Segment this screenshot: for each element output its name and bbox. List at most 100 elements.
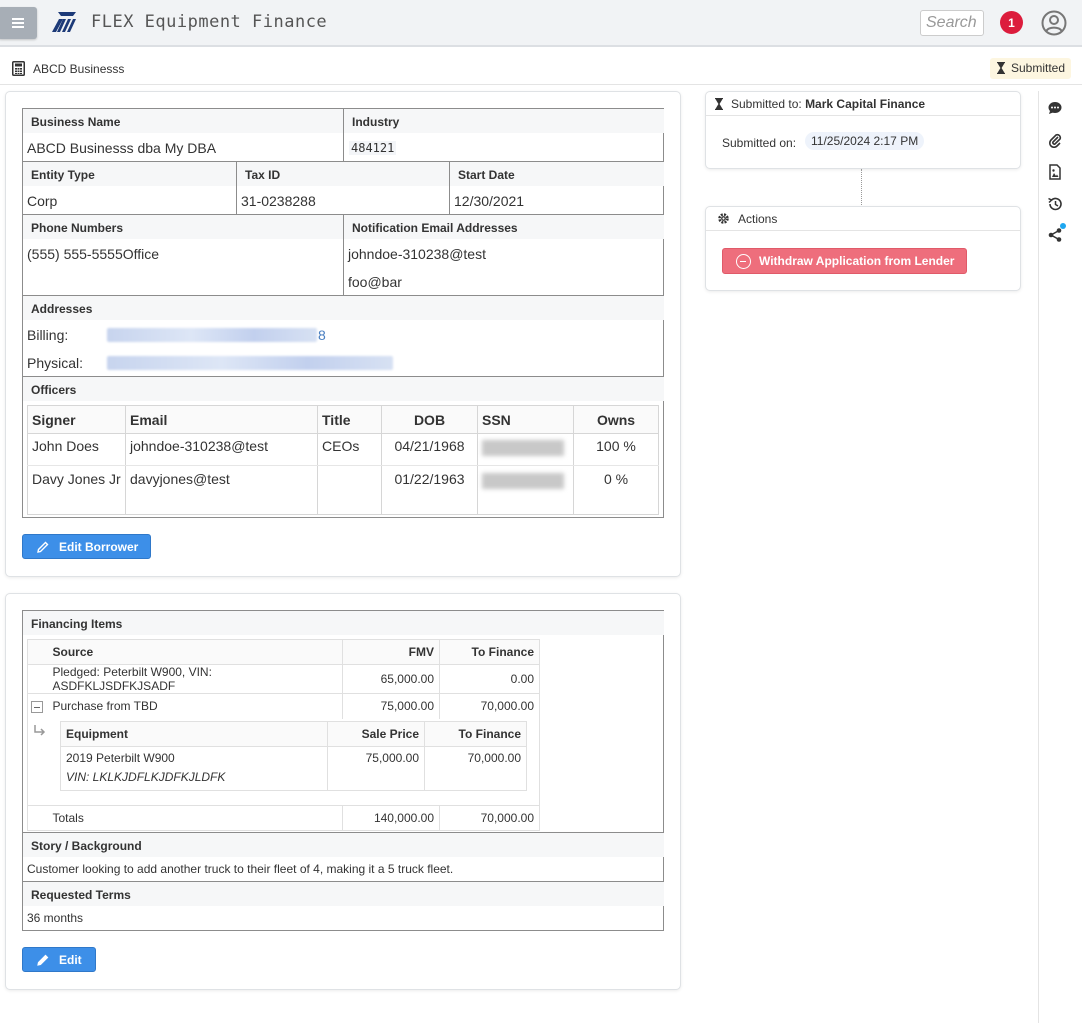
- col-source: Source: [47, 639, 343, 665]
- document-icon[interactable]: [1047, 164, 1063, 180]
- email-label: Notification Email Addresses: [352, 221, 518, 235]
- story-cell: Story / Background Customer looking to a…: [23, 833, 664, 882]
- table-row: 2019 Peterbilt W900 VIN: LKLKJDFLKJDFKJL…: [60, 746, 527, 791]
- actions-card: Actions Withdraw Application from Lender: [705, 206, 1021, 291]
- financing-sheet: Financing Items Source FMV To Finance Pl…: [22, 610, 664, 931]
- totals-row: Totals 140,000.00 70,000.00: [27, 805, 540, 831]
- actions-header: Actions: [706, 207, 1020, 231]
- history-icon[interactable]: [1047, 196, 1063, 212]
- collapse-icon[interactable]: [31, 701, 43, 714]
- col-email: Email: [125, 405, 318, 434]
- notification-badge[interactable]: 1: [1000, 11, 1023, 34]
- officer-owns: 100 %: [573, 433, 659, 466]
- phone-label: Phone Numbers: [31, 221, 124, 235]
- business-name-value: ABCD Businesss dba My DBA: [27, 140, 217, 156]
- edit-borrower-button[interactable]: Edit Borrower: [22, 534, 151, 559]
- totals-label: Totals: [47, 805, 343, 831]
- row-to-finance: 70,000.00: [439, 693, 540, 719]
- officer-ssn-redacted: [477, 433, 574, 466]
- business-name-label: Business Name: [31, 115, 121, 129]
- edit-financing-button[interactable]: Edit: [22, 947, 96, 972]
- col-dob: DOB: [381, 405, 478, 434]
- financing-items-label: Financing Items: [31, 617, 123, 631]
- connector-line: [861, 169, 862, 207]
- hourglass-icon: [997, 62, 1005, 74]
- physical-address-redacted: [107, 356, 393, 370]
- equipment-table: Equipment Sale Price To Finance 2019 Pet…: [60, 721, 527, 791]
- top-bar: FLEX Equipment Finance Search 1: [0, 0, 1082, 47]
- col-sale-price: Sale Price: [327, 721, 425, 747]
- col-to-finance: To Finance: [424, 721, 527, 747]
- comment-icon[interactable]: [1047, 100, 1063, 116]
- tax-id-label: Tax ID: [245, 168, 281, 182]
- terms-cell: Requested Terms 36 months: [23, 882, 664, 931]
- status-badge: Submitted: [990, 58, 1072, 79]
- sub-header: ABCD Businesss Submitted: [0, 49, 1082, 85]
- billing-label: Billing:: [27, 327, 69, 343]
- financing-items-cell: Financing Items: [23, 611, 664, 833]
- row-to-finance: 0.00: [439, 664, 540, 694]
- submission-card: Submitted to: Mark Capital Finance Submi…: [705, 91, 1021, 169]
- entity-type-label: Entity Type: [31, 168, 95, 182]
- lender-name: Mark Capital Finance: [805, 97, 926, 111]
- row-source: Purchase from TBD: [47, 693, 343, 719]
- user-account-icon[interactable]: [1041, 10, 1067, 36]
- phone-value: (555) 555-5555Office: [27, 246, 160, 262]
- status-text: Submitted: [1011, 61, 1066, 75]
- row-source: Pledged: Peterbilt W900, VIN: ASDFKLJSDF…: [47, 664, 343, 694]
- officer-signer: John Does: [27, 433, 126, 466]
- minus-circle-icon: [736, 254, 751, 269]
- calculator-icon: [12, 61, 25, 76]
- officer-email: johndoe-310238@test: [125, 433, 318, 466]
- officer-ssn-redacted: [477, 465, 574, 515]
- borrower-card: Business Name ABCD Businesss dba My DBA …: [5, 91, 681, 577]
- submitted-on-label: Submitted on:: [722, 136, 797, 150]
- right-rail: [1038, 91, 1082, 1023]
- col-title: Title: [317, 405, 382, 434]
- search-input[interactable]: Search: [920, 10, 984, 36]
- edit-borrower-label: Edit Borrower: [59, 539, 139, 554]
- industry-label: Industry: [352, 115, 400, 129]
- menu-icon[interactable]: [0, 7, 37, 39]
- email-cell: Notification Email Addresses johndoe-310…: [344, 215, 664, 296]
- officer-title: [317, 465, 382, 515]
- totals-fmv: 140,000.00: [342, 805, 440, 831]
- actions-label: Actions: [738, 212, 778, 226]
- paperclip-icon[interactable]: [1047, 132, 1063, 148]
- equipment-to-finance: 70,000.00: [424, 746, 527, 791]
- industry-cell: Industry 484121: [344, 109, 664, 162]
- gear-icon: [718, 213, 729, 224]
- col-fmv: FMV: [342, 639, 440, 665]
- email-value-2: foo@bar: [348, 274, 402, 290]
- pencil-icon: [37, 954, 49, 966]
- share-icon[interactable]: [1047, 227, 1063, 243]
- officers-cell: Officers: [23, 377, 664, 518]
- industry-value: 484121: [349, 141, 397, 155]
- officer-owns: 0 %: [573, 465, 659, 515]
- submission-header: Submitted to: Mark Capital Finance: [706, 92, 1020, 116]
- terms-value: 36 months: [27, 911, 84, 925]
- terms-label: Requested Terms: [31, 888, 131, 902]
- col-equipment: Equipment: [60, 721, 328, 747]
- table-row: John Does johndoe-310238@test CEOs 04/21…: [27, 433, 659, 466]
- col-ssn: SSN: [477, 405, 574, 434]
- col-to-finance: To Finance: [439, 639, 540, 665]
- entity-type-value: Corp: [27, 193, 58, 209]
- billing-address-suffix: 8: [318, 327, 326, 343]
- physical-label: Physical:: [27, 355, 84, 371]
- tax-id-value: 31-0238288: [241, 193, 316, 209]
- officer-email: davyjones@test: [125, 465, 318, 515]
- start-date-label: Start Date: [458, 168, 515, 182]
- tax-id-cell: Tax ID 31-0238288: [237, 162, 450, 215]
- officer-signer: Davy Jones Jr: [27, 465, 126, 515]
- row-fmv: 65,000.00: [342, 664, 440, 694]
- financing-card: Financing Items Source FMV To Finance Pl…: [5, 593, 681, 990]
- officer-dob: 04/21/1968: [381, 433, 478, 466]
- story-value: Customer looking to add another truck to…: [27, 862, 454, 876]
- story-label: Story / Background: [31, 839, 142, 853]
- email-value-1: johndoe-310238@test: [348, 246, 486, 262]
- withdraw-application-button[interactable]: Withdraw Application from Lender: [722, 248, 967, 274]
- breadcrumb-business-name[interactable]: ABCD Businesss: [33, 62, 125, 76]
- table-row: Purchase from TBD 75,000.00 70,000.00: [27, 693, 540, 719]
- submitted-to-label: Submitted to:: [731, 97, 802, 111]
